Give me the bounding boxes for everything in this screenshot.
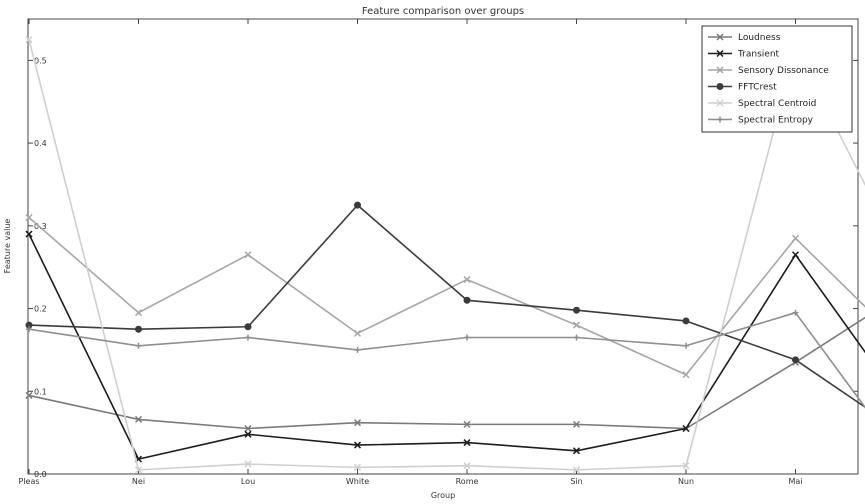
legend-label: FFTCrest xyxy=(738,83,777,93)
legend-entry: Spectral Centroid xyxy=(708,99,816,109)
data-point xyxy=(573,334,580,341)
legend-entry: Transient xyxy=(708,50,780,60)
legend-marker xyxy=(716,83,724,90)
x-tick-label: Nei xyxy=(132,477,145,486)
data-point xyxy=(353,463,362,471)
legend-marker xyxy=(716,99,724,107)
series-5 xyxy=(26,309,865,409)
data-point xyxy=(244,323,252,331)
legend-label: Loudness xyxy=(738,33,781,43)
data-point xyxy=(682,317,690,325)
data-point xyxy=(463,276,471,284)
data-point xyxy=(354,346,361,353)
data-point xyxy=(463,296,471,304)
legend-label: Spectral Entropy xyxy=(738,116,814,126)
legend-marker xyxy=(717,116,723,123)
data-point xyxy=(463,420,471,428)
legend-marker xyxy=(716,49,724,58)
y-tick-label: 0.4 xyxy=(34,139,47,148)
data-point xyxy=(354,201,361,209)
data-point xyxy=(25,36,33,44)
legend-entry: Spectral Entropy xyxy=(708,116,814,126)
y-axis-title: Feature value xyxy=(3,219,12,274)
data-point xyxy=(682,462,690,470)
x-tick-label: Sin xyxy=(570,477,582,486)
data-point xyxy=(134,415,143,423)
data-point xyxy=(463,439,471,447)
data-point xyxy=(792,309,799,316)
x-tick-label: Rome xyxy=(456,477,479,486)
data-point xyxy=(244,460,252,468)
data-point xyxy=(683,342,689,349)
y-tick-label: 0.5 xyxy=(34,56,47,65)
data-point xyxy=(792,356,799,364)
legend-label: Spectral Centroid xyxy=(738,99,816,109)
y-tick-label: 0.2 xyxy=(34,305,47,314)
data-point xyxy=(463,462,471,470)
legend-box xyxy=(701,25,853,133)
data-point xyxy=(135,342,142,349)
data-point xyxy=(134,466,143,474)
y-tick-label: 0.0 xyxy=(34,470,47,479)
legend-entry: FFTCrest xyxy=(708,83,777,93)
legend-entry: Sensory Dissonance xyxy=(708,66,829,76)
legend-label: Sensory Dissonance xyxy=(738,66,829,76)
data-point xyxy=(353,441,362,449)
data-point xyxy=(25,230,33,238)
data-point xyxy=(25,391,33,399)
data-point xyxy=(572,447,581,455)
data-point xyxy=(245,334,251,341)
chart-title: Feature comparison over groups xyxy=(362,6,524,17)
data-point xyxy=(572,321,581,329)
series-1 xyxy=(25,230,865,463)
data-point xyxy=(791,234,800,242)
data-point xyxy=(26,326,32,333)
legend-label: Transient xyxy=(737,50,780,60)
data-point xyxy=(464,334,470,341)
y-tick-label: 0.3 xyxy=(34,222,47,231)
x-tick-label: Lou xyxy=(241,477,255,486)
y-axis: 0.0 0.1 0.2 0.3 0.4 0.5 xyxy=(28,56,858,479)
data-point xyxy=(682,371,690,379)
x-tick-label: Mai xyxy=(788,477,802,486)
x-tick-label: White xyxy=(346,477,369,486)
series-3 xyxy=(25,201,865,409)
legend-marker xyxy=(716,33,724,41)
legend-marker xyxy=(716,66,724,74)
y-tick-label: 0.1 xyxy=(34,387,47,396)
data-point xyxy=(791,251,800,259)
data-point xyxy=(244,424,252,433)
data-point xyxy=(244,251,252,259)
data-point xyxy=(572,466,581,474)
data-point xyxy=(353,419,362,427)
legend: Loudness Transient Sensory Dissonance FFTCr… xyxy=(701,25,853,133)
data-point xyxy=(134,309,143,317)
data-point xyxy=(682,424,690,433)
x-axis-title: Group xyxy=(431,491,455,500)
series-2 xyxy=(25,214,865,379)
data-point xyxy=(572,420,581,428)
data-point xyxy=(25,214,33,222)
legend-entry: Loudness xyxy=(708,33,781,43)
data-point xyxy=(353,329,362,337)
series-layer xyxy=(25,36,865,474)
x-axis: PleasNeiLouWhiteRomeSinNunMaiStock xyxy=(18,19,803,486)
x-tick-label: Pleas xyxy=(18,477,39,486)
x-tick-label: Nun xyxy=(678,477,694,486)
data-point xyxy=(244,430,252,438)
data-point xyxy=(135,325,142,333)
data-point xyxy=(573,306,580,314)
